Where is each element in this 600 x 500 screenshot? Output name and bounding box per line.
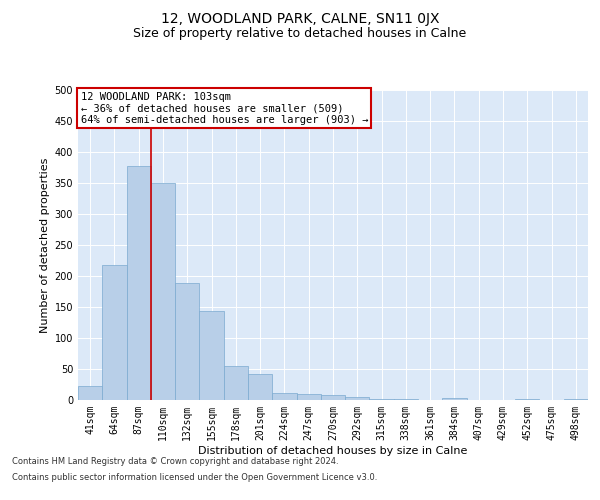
Bar bbox=[199, 312, 224, 400]
Bar bbox=[127, 166, 151, 400]
Bar bbox=[175, 284, 199, 400]
Bar bbox=[248, 374, 272, 400]
Text: Size of property relative to detached houses in Calne: Size of property relative to detached ho… bbox=[133, 28, 467, 40]
Bar bbox=[102, 265, 127, 400]
Text: Contains HM Land Registry data © Crown copyright and database right 2024.: Contains HM Land Registry data © Crown c… bbox=[12, 458, 338, 466]
Bar bbox=[151, 183, 175, 400]
X-axis label: Distribution of detached houses by size in Calne: Distribution of detached houses by size … bbox=[199, 446, 467, 456]
Bar bbox=[272, 392, 296, 400]
Bar bbox=[515, 399, 539, 400]
Bar bbox=[564, 399, 588, 400]
Bar bbox=[78, 386, 102, 400]
Y-axis label: Number of detached properties: Number of detached properties bbox=[40, 158, 50, 332]
Bar bbox=[224, 366, 248, 400]
Bar bbox=[370, 399, 394, 400]
Bar bbox=[345, 397, 370, 400]
Bar bbox=[442, 398, 467, 400]
Text: 12, WOODLAND PARK, CALNE, SN11 0JX: 12, WOODLAND PARK, CALNE, SN11 0JX bbox=[161, 12, 439, 26]
Text: Contains public sector information licensed under the Open Government Licence v3: Contains public sector information licen… bbox=[12, 472, 377, 482]
Bar bbox=[296, 394, 321, 400]
Text: 12 WOODLAND PARK: 103sqm
← 36% of detached houses are smaller (509)
64% of semi-: 12 WOODLAND PARK: 103sqm ← 36% of detach… bbox=[80, 92, 368, 124]
Bar bbox=[321, 395, 345, 400]
